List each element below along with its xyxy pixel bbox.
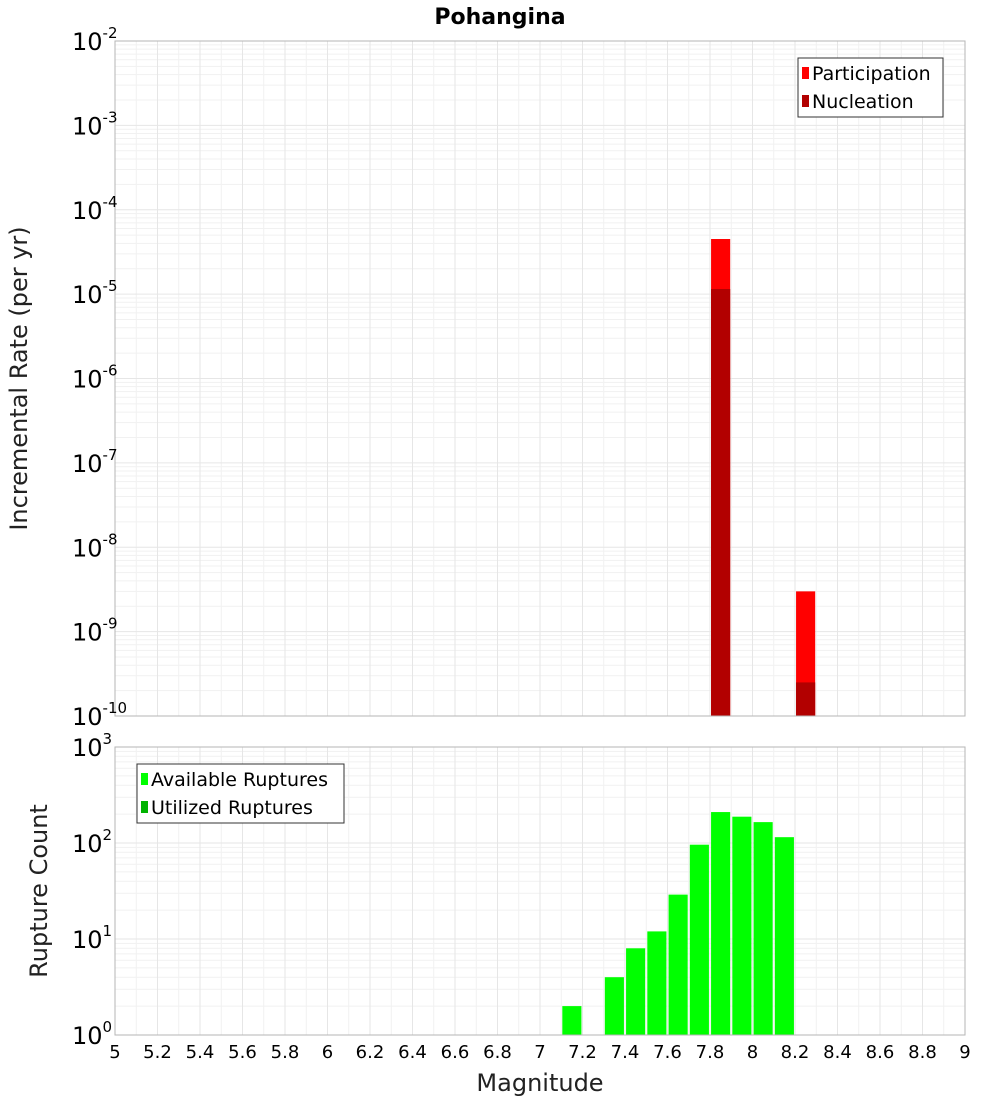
x-tick-label: 7.6: [653, 1042, 682, 1063]
y-tick-label: 10-6: [72, 362, 118, 394]
y-axis-label: Incremental Rate (per yr): [5, 226, 33, 530]
x-tick-label: 8.8: [908, 1042, 937, 1063]
y-tick-label: 10-9: [72, 615, 118, 647]
x-tick-label: 6.6: [441, 1042, 470, 1063]
y-tick-label: 100: [72, 1018, 112, 1050]
x-tick-label: 7.8: [696, 1042, 725, 1063]
y-tick-label: 10-3: [72, 108, 118, 140]
bar-available-ruptures: [774, 837, 794, 1035]
legend-box: [797, 57, 944, 118]
bar-nucleation: [711, 289, 731, 716]
x-tick-label: 7.2: [568, 1042, 597, 1063]
x-tick-label: 6.2: [356, 1042, 385, 1063]
x-axis-label: Magnitude: [476, 1069, 603, 1097]
x-tick-label: 6.4: [398, 1042, 427, 1063]
x-tick-label: 5.6: [228, 1042, 257, 1063]
y-tick-label: 10-8: [72, 530, 118, 562]
bar-available-ruptures: [668, 894, 688, 1035]
x-tick-label: 5.2: [143, 1042, 172, 1063]
rate-plot: 10-10 10-9 10-8 10-7 10-6 10-5 10-4 10-3 10-2 Inc…: [5, 24, 966, 731]
plot-frame: [114, 40, 966, 717]
x-tick-label: 6: [322, 1042, 333, 1063]
x-tick-label: 5.4: [186, 1042, 215, 1063]
rupture-count-plot: 100 101 102 103 Rupture Count 5 5.2 5.4 5.6 5.8 6 6…: [25, 730, 971, 1097]
legend-entry: Participation: [812, 63, 931, 85]
y-axis-label: Rupture Count: [25, 804, 53, 978]
legend: Participation Nucleation: [797, 57, 944, 118]
y-tick-label: 10-2: [72, 24, 118, 56]
legend-entry: Utilized Ruptures: [151, 797, 313, 819]
y-tick-label: 103: [72, 730, 112, 762]
bar-available-ruptures: [626, 948, 646, 1035]
x-tick-label: 8: [747, 1042, 758, 1063]
y-tick-label: 101: [72, 922, 112, 954]
bar-available-ruptures: [647, 931, 667, 1035]
x-tick-label: 5: [109, 1042, 120, 1063]
chart-title: Pohangina: [434, 5, 565, 30]
bar-available-ruptures: [689, 844, 709, 1035]
bar-available-ruptures: [562, 1006, 582, 1035]
legend: Available Ruptures Utilized Ruptures: [136, 763, 345, 824]
bar-available-ruptures: [753, 822, 773, 1035]
bar-available-ruptures: [711, 812, 731, 1035]
x-tick-label: 7: [534, 1042, 545, 1063]
legend-swatch: [141, 801, 148, 813]
legend-swatch: [802, 67, 809, 79]
x-tick-label: 8.2: [781, 1042, 810, 1063]
y-tick-label: 10-4: [72, 193, 118, 225]
bar-available-ruptures: [732, 816, 752, 1035]
y-tick-label: 102: [72, 826, 112, 858]
x-tick-label: 8.4: [823, 1042, 852, 1063]
x-tick-label: 8.6: [866, 1042, 895, 1063]
bar-nucleation: [796, 682, 816, 716]
y-tick-label: 10-10: [72, 699, 127, 731]
legend-entry: Available Ruptures: [151, 769, 328, 791]
x-tick-label: 7.4: [611, 1042, 640, 1063]
legend-swatch: [802, 95, 809, 107]
x-tick-label: 6.8: [483, 1042, 512, 1063]
bar-available-ruptures: [604, 977, 624, 1035]
legend-entry: Nucleation: [812, 91, 914, 113]
y-tick-label: 10-5: [72, 277, 118, 309]
y-tick-label: 10-7: [72, 446, 118, 478]
x-tick-label: 9: [959, 1042, 970, 1063]
plot-frame: [114, 746, 966, 1036]
x-tick-label: 5.8: [271, 1042, 300, 1063]
legend-box: [136, 763, 345, 824]
legend-swatch: [141, 773, 148, 785]
